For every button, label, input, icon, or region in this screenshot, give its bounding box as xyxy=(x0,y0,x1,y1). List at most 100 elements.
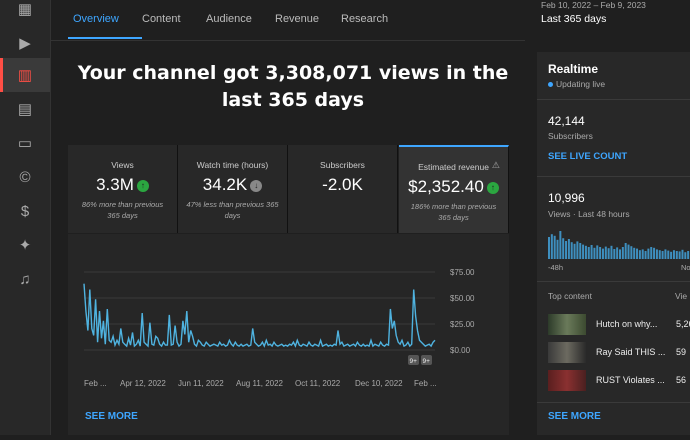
tab-revenue[interactable]: Revenue xyxy=(275,13,320,25)
tab-audience[interactable]: Audience xyxy=(206,13,252,25)
realtime-bar xyxy=(636,248,639,259)
realtime-axis-end: No xyxy=(681,263,690,272)
realtime-bar xyxy=(593,247,596,259)
realtime-bar xyxy=(684,252,687,259)
x-tick-label: Dec 10, 2022 xyxy=(355,379,403,388)
realtime-see-more-button[interactable]: SEE MORE xyxy=(548,411,601,422)
arrow-up-icon: ↑ xyxy=(136,179,149,192)
annotation-badge xyxy=(408,355,419,365)
video-title: Hutch on why... xyxy=(596,319,658,329)
realtime-bar xyxy=(559,231,562,259)
realtime-bar xyxy=(627,244,630,259)
card-value-text: $2,352.40 xyxy=(408,177,484,196)
x-tick-label: Feb ... xyxy=(84,379,107,388)
annotation-badge-label: 9+ xyxy=(410,358,418,365)
realtime-bar xyxy=(616,247,619,259)
realtime-bar xyxy=(582,244,585,259)
left-sidebar: ▦ ▶ ▥ ▤ ▭ © $ ✦ ♫ xyxy=(0,0,51,435)
card-label: Watch time (hours) xyxy=(196,160,269,170)
divider xyxy=(537,402,690,403)
realtime-panel: Realtime Updating live 42,144 Subscriber… xyxy=(537,52,690,435)
x-tick-label: Aug 11, 2022 xyxy=(236,379,284,388)
date-range-picker[interactable]: Feb 10, 2022 – Feb 9, 2023 Last 365 days xyxy=(541,0,690,32)
metric-card-revenue[interactable]: Estimated revenue ⚠ $2,352.40 ↑ 186% more… xyxy=(399,145,509,233)
content-icon[interactable]: ▶ xyxy=(19,35,31,52)
metric-card-views[interactable]: Views 3.3M ↑ 86% more than previous 365 d… xyxy=(68,145,178,233)
realtime-bar xyxy=(573,243,576,259)
top-content-row[interactable]: Hutch on why... 5,26 xyxy=(548,314,690,336)
copyright-icon[interactable]: © xyxy=(19,168,31,186)
card-label: Views xyxy=(111,160,134,170)
realtime-view-count: 10,996 xyxy=(548,191,585,205)
video-thumbnail xyxy=(548,342,586,363)
analytics-icon[interactable]: ▥ xyxy=(0,58,50,92)
x-tick-label: Apr 12, 2022 xyxy=(120,379,166,388)
video-views: 56 xyxy=(676,375,687,385)
realtime-bar xyxy=(570,242,573,259)
realtime-bar xyxy=(650,247,653,259)
realtime-bar xyxy=(647,248,650,259)
realtime-bar xyxy=(681,249,684,259)
monetization-icon[interactable]: $ xyxy=(20,202,30,220)
page-title: Your channel got 3,308,071 views in the … xyxy=(77,62,509,111)
dashboard-icon[interactable]: ▦ xyxy=(17,1,33,18)
realtime-bar xyxy=(584,245,587,259)
metric-card-watch-time[interactable]: Watch time (hours) 34.2K ↓ 47% less than … xyxy=(178,145,288,233)
realtime-bar xyxy=(553,235,556,259)
realtime-bar xyxy=(562,238,565,259)
video-views: 5,26 xyxy=(676,319,690,329)
realtime-bar xyxy=(567,239,570,259)
main-content: Overview Content Audience Revenue Resear… xyxy=(51,0,525,435)
y-tick-label: $75.00 xyxy=(450,268,475,277)
tab-overview[interactable]: Overview xyxy=(73,13,119,25)
realtime-subscriber-count: 42,144 xyxy=(548,114,585,128)
tab-content[interactable]: Content xyxy=(142,13,181,25)
realtime-bar xyxy=(641,249,644,259)
revenue-chart: $75.00 $50.00 $25.00 $0.00 Feb ... Apr 12, 20… xyxy=(68,234,509,435)
realtime-bar xyxy=(590,245,593,259)
realtime-bar xyxy=(579,243,582,259)
subtitles-icon[interactable]: ▭ xyxy=(17,135,33,152)
top-content-row[interactable]: RUST Violates ... 56 xyxy=(548,370,690,392)
card-value: 34.2K ↓ xyxy=(178,175,287,195)
see-more-button[interactable]: SEE MORE xyxy=(85,411,138,422)
realtime-bar xyxy=(619,249,621,259)
card-value-text: 3.3M xyxy=(96,175,134,194)
customization-icon[interactable]: ✦ xyxy=(18,237,32,254)
realtime-bar-chart xyxy=(548,231,690,259)
realtime-bar xyxy=(576,241,579,259)
realtime-bar xyxy=(638,250,641,259)
realtime-bar xyxy=(644,251,647,259)
warning-icon[interactable]: ⚠ xyxy=(491,160,500,170)
tab-research[interactable]: Research xyxy=(341,13,389,25)
audio-library-icon[interactable]: ♫ xyxy=(19,270,31,288)
realtime-bar xyxy=(599,247,602,259)
annotation-badge-label: 9+ xyxy=(423,358,431,365)
realtime-subscriber-label: Subscribers xyxy=(548,131,593,141)
realtime-bar xyxy=(587,247,590,259)
realtime-bar xyxy=(661,251,664,259)
realtime-bar xyxy=(548,237,550,259)
top-content-row[interactable]: Ray Said THIS ... 59 xyxy=(548,342,690,364)
card-comparison: 186% more than previous 365 days xyxy=(410,202,497,222)
revenue-chart-svg: $75.00 $50.00 $25.00 $0.00 Feb ... Apr 12, 20… xyxy=(83,268,475,388)
x-tick-label: Feb ... xyxy=(414,379,437,388)
x-tick-label: Jun 11, 2022 xyxy=(178,379,224,388)
divider xyxy=(537,281,690,282)
realtime-view-label: Views · Last 48 hours xyxy=(548,209,630,219)
analytics-tabs: Overview Content Audience Revenue Resear… xyxy=(51,0,525,41)
realtime-bar xyxy=(613,249,616,259)
y-tick-label: $25.00 xyxy=(450,320,475,329)
realtime-bar xyxy=(550,234,553,259)
realtime-bar xyxy=(658,250,661,259)
realtime-status: Updating live xyxy=(548,79,605,89)
realtime-bar xyxy=(601,248,604,259)
video-views: 59 xyxy=(676,347,687,357)
see-live-count-button[interactable]: SEE LIVE COUNT xyxy=(548,151,628,162)
comments-icon[interactable]: ▤ xyxy=(17,101,33,118)
card-value: $2,352.40 ↑ xyxy=(399,177,508,197)
metric-card-subscribers[interactable]: Subscribers -2.0K xyxy=(288,145,398,233)
video-thumbnail xyxy=(548,314,586,335)
realtime-bar xyxy=(556,239,559,259)
revenue-series-line xyxy=(83,283,436,348)
